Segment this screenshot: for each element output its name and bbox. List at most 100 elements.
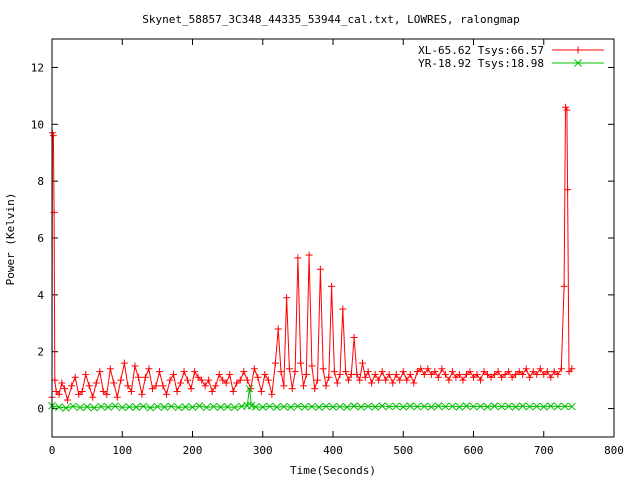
data-point <box>187 385 195 393</box>
data-point <box>311 385 319 393</box>
data-point <box>498 373 506 381</box>
y-tick-label: 8 <box>37 175 44 188</box>
data-point <box>364 368 372 376</box>
data-point <box>392 402 401 411</box>
data-point <box>188 403 197 412</box>
data-point <box>518 402 527 410</box>
data-point <box>533 370 541 378</box>
data-point <box>473 370 481 378</box>
data-point <box>525 402 534 411</box>
data-point <box>110 379 118 387</box>
data-point <box>191 368 199 376</box>
data-point <box>438 365 446 373</box>
axis-ticks: 0 100 200 300 400 500 600 700 800 0 2 4 6 8 10 12 <box>31 39 624 457</box>
data-point <box>445 376 453 384</box>
data-point <box>131 362 139 370</box>
x-axis-label: Time(Seconds) <box>290 464 376 477</box>
x-tick-label: 500 <box>393 444 413 457</box>
data-point <box>441 402 450 411</box>
x-tick-label: 600 <box>464 444 484 457</box>
data-point <box>536 365 544 373</box>
series-1 <box>48 103 576 404</box>
data-point <box>420 370 428 378</box>
data-point <box>448 368 456 376</box>
data-point <box>469 402 478 411</box>
data-point <box>247 385 255 393</box>
data-point <box>55 390 63 398</box>
data-point <box>515 368 523 376</box>
data-point <box>371 403 380 411</box>
data-point <box>226 370 234 378</box>
data-point <box>462 370 470 378</box>
data-point <box>201 382 209 390</box>
data-point <box>198 376 206 384</box>
data-point <box>459 376 467 384</box>
data-point <box>104 403 113 412</box>
data-point <box>63 396 71 404</box>
y-tick-label: 2 <box>37 346 44 359</box>
data-point <box>484 370 492 378</box>
legend-label: YR-18.92 Tsys:18.98 <box>418 57 544 70</box>
data-point <box>69 402 77 411</box>
data-point <box>417 365 425 373</box>
data-point <box>184 376 192 384</box>
data-point <box>75 390 83 398</box>
data-point <box>483 403 492 411</box>
data-point <box>208 388 216 396</box>
data-point <box>61 385 69 393</box>
data-point <box>258 403 267 412</box>
data-point <box>359 359 367 367</box>
data-point <box>385 370 393 378</box>
data-point <box>62 404 70 412</box>
data-point <box>427 403 436 411</box>
data-point <box>399 403 408 411</box>
data-point <box>177 379 185 387</box>
data-point <box>452 373 460 381</box>
data-point <box>301 403 309 411</box>
x-tick-label: 800 <box>604 444 624 457</box>
y-tick-label: 6 <box>37 232 44 245</box>
data-point <box>356 376 364 384</box>
data-point <box>434 402 443 410</box>
data-point <box>314 376 322 384</box>
data-point <box>410 379 418 387</box>
data-point <box>286 403 295 412</box>
data-point <box>49 132 57 140</box>
data-point <box>264 376 272 384</box>
data-point <box>546 402 555 410</box>
data-point <box>557 365 565 373</box>
x-tick-label: 200 <box>183 444 203 457</box>
data-point <box>230 403 239 412</box>
data-point <box>148 385 156 393</box>
data-point <box>152 382 160 390</box>
data-point <box>336 402 344 411</box>
data-point <box>553 402 562 411</box>
data-point <box>333 379 341 387</box>
data-point <box>280 382 288 390</box>
data-point <box>568 365 576 373</box>
data-point <box>480 368 488 376</box>
data-point <box>55 403 63 412</box>
data-point <box>406 402 415 410</box>
data-point <box>522 365 530 373</box>
legend-swatch-marker <box>574 59 582 67</box>
data-point <box>83 403 91 411</box>
data-point <box>250 365 258 373</box>
data-point <box>146 403 155 412</box>
data-point <box>462 402 471 410</box>
data-point <box>274 325 282 333</box>
data-point <box>302 370 310 378</box>
data-point <box>396 376 404 384</box>
data-point <box>560 282 568 290</box>
data-point <box>342 368 350 376</box>
data-point <box>508 373 516 381</box>
data-point <box>120 359 128 367</box>
data-point <box>490 402 499 410</box>
data-point <box>103 390 111 398</box>
data-point <box>254 373 262 381</box>
data-point <box>378 402 387 410</box>
data-point <box>160 403 169 412</box>
data-point <box>173 388 181 396</box>
series-layer <box>48 103 576 412</box>
